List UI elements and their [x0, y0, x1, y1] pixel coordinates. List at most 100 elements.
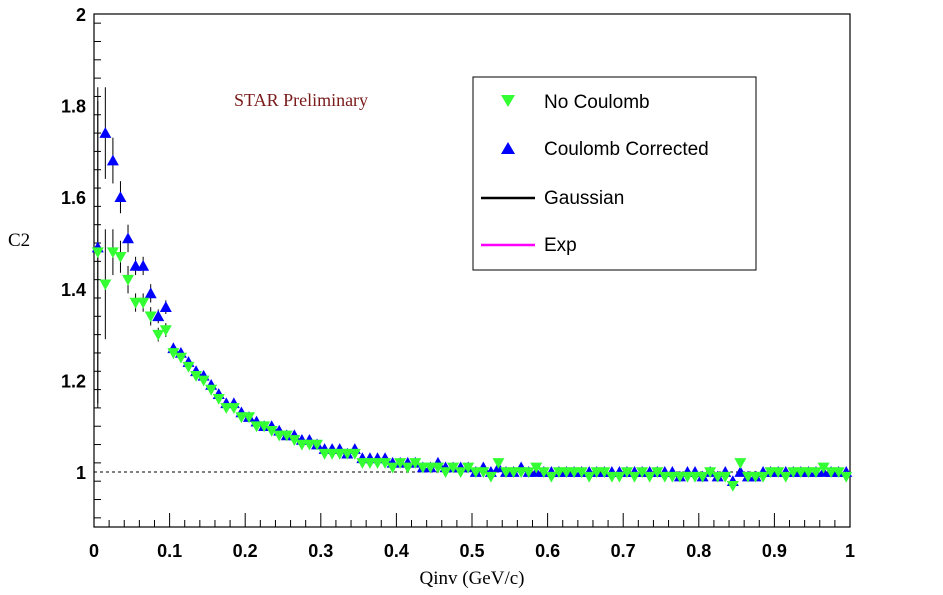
- point-no-coulomb: [802, 467, 815, 479]
- point-coulomb-corrected: [106, 154, 119, 166]
- point-no-coulomb: [122, 274, 135, 286]
- point-no-coulomb: [741, 471, 754, 483]
- point-no-coulomb: [250, 421, 263, 433]
- point-no-coulomb: [719, 471, 732, 483]
- legend-box: [472, 76, 757, 271]
- point-no-coulomb: [484, 471, 497, 483]
- x-tick-label: 0.9: [762, 541, 787, 561]
- x-tick-label: 1: [845, 541, 855, 561]
- y-tick-label: 1.6: [61, 188, 86, 208]
- point-no-coulomb: [144, 311, 157, 323]
- y-tick-label: 2: [76, 5, 86, 25]
- point-no-coulomb: [500, 467, 513, 479]
- point-no-coulomb: [651, 467, 664, 479]
- point-no-coulomb: [371, 458, 384, 469]
- legend: No Coulomb Coulomb Corrected Gaussian Ex…: [472, 76, 757, 271]
- x-tick-label: 0.1: [157, 541, 182, 561]
- point-coulomb-corrected: [122, 232, 135, 244]
- point-no-coulomb: [326, 448, 339, 460]
- point-no-coulomb: [575, 467, 588, 479]
- point-no-coulomb: [424, 462, 437, 474]
- point-no-coulomb: [492, 458, 505, 469]
- point-no-coulomb: [673, 471, 686, 483]
- point-coulomb-corrected: [137, 259, 150, 271]
- point-no-coulomb: [560, 467, 573, 479]
- point-no-coulomb: [598, 467, 611, 479]
- point-no-coulomb: [205, 384, 218, 396]
- point-coulomb-corrected: [114, 191, 127, 203]
- point-no-coulomb: [840, 471, 853, 483]
- y-axis-title: C2: [8, 230, 30, 251]
- point-no-coulomb: [174, 352, 187, 364]
- x-axis: 0 0.1 0.2 0.3 0.4 0.5 0.6 0.7 0.8 0.9 1: [89, 513, 855, 561]
- star-preliminary-annotation: STAR Preliminary: [234, 90, 368, 110]
- point-no-coulomb: [757, 471, 770, 483]
- point-no-coulomb: [447, 462, 460, 474]
- point-no-coulomb: [726, 480, 739, 492]
- point-no-coulomb: [772, 467, 785, 479]
- point-no-coulomb: [159, 325, 172, 337]
- y-tick-label: 1.8: [61, 97, 86, 117]
- legend-label-no-coulomb: No Coulomb: [544, 92, 650, 113]
- point-no-coulomb: [242, 412, 255, 424]
- point-coulomb-corrected: [159, 301, 172, 312]
- y-tick-label: 1.2: [61, 371, 86, 391]
- point-no-coulomb: [681, 471, 694, 483]
- point-no-coulomb: [568, 467, 581, 479]
- point-no-coulomb: [643, 471, 656, 483]
- point-no-coulomb: [227, 403, 240, 414]
- x-tick-label: 0.3: [308, 541, 333, 561]
- x-tick-label: 0.8: [686, 541, 711, 561]
- point-no-coulomb: [749, 471, 762, 483]
- point-no-coulomb: [416, 462, 429, 474]
- point-no-coulomb: [530, 462, 543, 474]
- point-no-coulomb: [409, 458, 422, 469]
- point-no-coulomb: [477, 467, 490, 479]
- point-no-coulomb: [356, 458, 369, 469]
- x-tick-label: 0.4: [384, 541, 409, 561]
- legend-label-coulomb-corrected: Coulomb Corrected: [544, 139, 709, 160]
- point-no-coulomb: [363, 458, 376, 469]
- point-no-coulomb: [454, 467, 467, 479]
- point-no-coulomb: [704, 467, 717, 479]
- point-no-coulomb: [832, 467, 845, 479]
- point-no-coulomb: [825, 467, 838, 479]
- x-tick-label: 0.5: [459, 541, 484, 561]
- point-no-coulomb: [348, 448, 361, 460]
- legend-label-exp: Exp: [544, 235, 577, 256]
- point-no-coulomb: [152, 329, 165, 341]
- point-no-coulomb: [106, 247, 119, 259]
- point-no-coulomb: [590, 467, 603, 479]
- x-tick-label: 0.6: [535, 541, 560, 561]
- legend-label-gaussian: Gaussian: [544, 188, 624, 209]
- point-no-coulomb: [522, 467, 535, 479]
- point-no-coulomb: [605, 471, 618, 483]
- point-no-coulomb: [197, 375, 210, 387]
- point-no-coulomb: [711, 471, 724, 483]
- point-no-coulomb: [583, 471, 596, 483]
- point-no-coulomb: [288, 435, 301, 446]
- point-no-coulomb: [235, 412, 248, 424]
- point-no-coulomb: [114, 251, 127, 263]
- point-no-coulomb: [439, 467, 452, 479]
- point-coulomb-corrected: [152, 310, 165, 322]
- point-no-coulomb: [794, 467, 807, 479]
- point-no-coulomb: [469, 467, 482, 479]
- point-no-coulomb: [734, 458, 747, 469]
- legend-marker-coulomb-corrected: [501, 142, 515, 154]
- point-no-coulomb: [167, 348, 180, 359]
- point-no-coulomb: [696, 471, 709, 483]
- y-tick-label: 1: [76, 463, 86, 483]
- point-no-coulomb: [379, 458, 392, 469]
- y-axis: 1 1.2 1.4 1.6 1.8 2: [61, 5, 101, 519]
- point-no-coulomb: [636, 467, 649, 479]
- point-no-coulomb: [280, 430, 293, 442]
- point-coulomb-corrected: [144, 287, 157, 299]
- point-no-coulomb: [431, 462, 444, 474]
- point-no-coulomb: [258, 421, 271, 433]
- x-axis-title: Qinv (GeV/c): [420, 568, 525, 589]
- point-no-coulomb: [333, 448, 346, 460]
- y-tick-label: 1.4: [61, 280, 86, 300]
- point-no-coulomb: [787, 467, 800, 479]
